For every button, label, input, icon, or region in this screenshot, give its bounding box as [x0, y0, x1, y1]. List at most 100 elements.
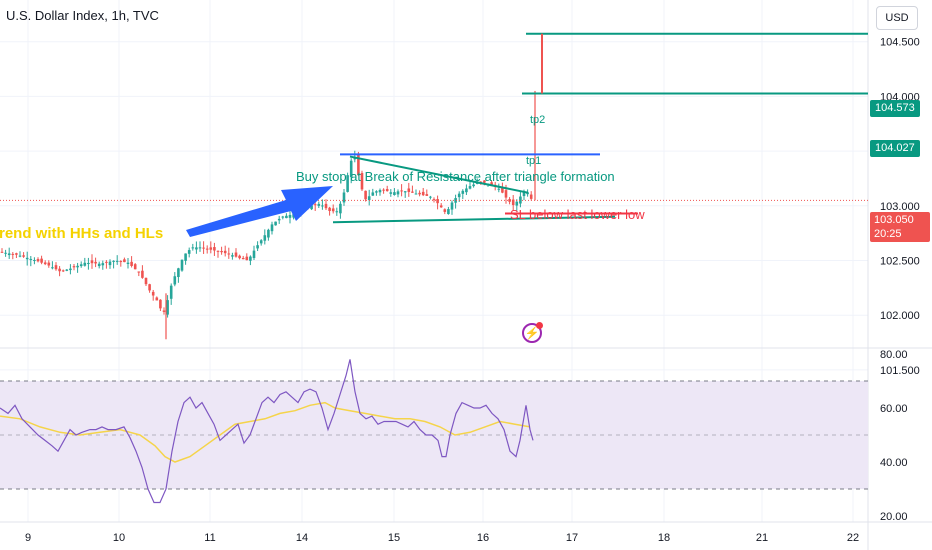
candle-body: [195, 247, 198, 250]
candle-body: [328, 207, 331, 211]
candle-body: [29, 258, 33, 260]
candle-body: [119, 261, 123, 263]
candle-body: [141, 270, 144, 278]
candle-body: [385, 189, 389, 192]
candle-body: [389, 192, 393, 194]
candle-body: [15, 253, 18, 255]
time-tick-label: 17: [566, 532, 578, 544]
candle-body: [457, 193, 461, 198]
tp1-label: tp1: [526, 155, 541, 167]
candle-body: [425, 194, 429, 196]
candle-body: [47, 262, 51, 266]
candle-body: [461, 190, 465, 194]
candle-body: [447, 209, 450, 215]
candle-body: [177, 268, 180, 278]
candle-body: [324, 203, 328, 209]
rsi-ma-line: [0, 401, 531, 463]
candle-body: [522, 191, 526, 197]
candle-body: [90, 260, 94, 264]
candle-body: [274, 221, 277, 226]
candle-body: [407, 188, 411, 192]
candle-body: [335, 211, 339, 213]
candle-body: [202, 247, 205, 249]
candle-body: [501, 187, 504, 193]
candle-body: [342, 192, 346, 203]
candle-body: [25, 257, 29, 260]
candle-body: [101, 263, 105, 266]
candle-body: [18, 255, 22, 257]
tp2-label: tp2: [530, 114, 545, 126]
candle-body: [166, 300, 169, 315]
candle-body: [112, 260, 115, 262]
price-tick-label: 102.000: [880, 310, 920, 322]
candle-body: [263, 235, 267, 241]
candle-body: [126, 262, 130, 264]
candle-body: [393, 192, 396, 195]
candle-body: [11, 253, 15, 255]
candle-body: [144, 277, 148, 285]
tp1-price-tag: 104.027: [870, 140, 920, 157]
rsi-tick-label: 80.00: [880, 349, 908, 361]
time-tick-label: 16: [477, 532, 489, 544]
candle-body: [180, 259, 184, 271]
candle-body: [249, 256, 252, 261]
time-tick-label: 18: [658, 532, 670, 544]
candle-body: [357, 154, 360, 176]
candle-body: [270, 224, 274, 232]
candle-body: [227, 253, 231, 255]
candle-body: [483, 180, 486, 183]
candle-body: [130, 261, 133, 266]
candle-body: [7, 253, 11, 256]
candle-body: [223, 250, 227, 254]
candle-body: [508, 199, 511, 202]
price-tick-label: 104.500: [880, 37, 920, 49]
candle-body: [155, 297, 159, 301]
candle-body: [213, 247, 216, 251]
candle-body: [205, 248, 209, 250]
candle-body: [151, 291, 155, 296]
candle-body: [490, 182, 493, 185]
price-tick-label: 103.000: [880, 201, 920, 213]
candle-body: [40, 258, 43, 263]
time-tick-label: 15: [388, 532, 400, 544]
candle-body: [234, 252, 238, 257]
candle-body: [288, 214, 292, 218]
candle-body: [97, 263, 101, 267]
candle-body: [382, 189, 385, 191]
lightning-event-icon[interactable]: ⚡: [522, 322, 543, 343]
candle-body: [317, 203, 321, 206]
time-tick-label: 22: [847, 532, 859, 544]
price-tick-label: 102.500: [880, 256, 920, 268]
candle-body: [36, 259, 40, 262]
candle-body: [432, 199, 436, 201]
candle-body: [515, 201, 519, 206]
candle-body: [267, 229, 270, 238]
candle-body: [504, 190, 508, 198]
candle-body: [241, 257, 245, 260]
candle-body: [259, 240, 263, 244]
candle-body: [364, 190, 367, 200]
candle-body: [159, 299, 162, 309]
candle-body: [252, 250, 256, 259]
price-tick-label: 101.500: [880, 365, 920, 377]
candle-body: [231, 255, 234, 257]
candle-body: [65, 269, 69, 271]
candle-body: [76, 265, 79, 268]
candle-body: [511, 199, 515, 206]
rsi-tick-label: 20.00: [880, 511, 908, 523]
candle-body: [400, 190, 403, 192]
candle-body: [51, 267, 54, 269]
last-price-value: 103.050: [874, 214, 914, 226]
candle-body: [411, 191, 414, 193]
candle-body: [403, 191, 407, 193]
candle-body: [43, 262, 47, 265]
currency-button[interactable]: USD: [876, 6, 918, 30]
time-tick-label: 10: [113, 532, 125, 544]
candle-body: [418, 192, 421, 195]
candle-body: [281, 216, 285, 218]
trend-label: trend with HHs and HLs: [0, 225, 163, 242]
rsi-line: [0, 359, 534, 504]
candle-body: [468, 186, 472, 189]
triangle-upper-line: [349, 155, 529, 194]
candle-body: [209, 247, 213, 250]
